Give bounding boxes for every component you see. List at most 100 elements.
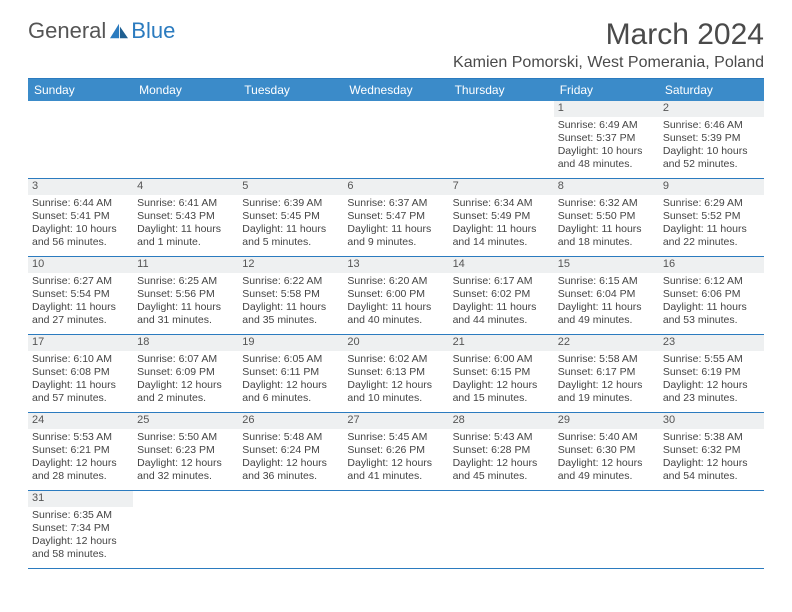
daylight-line-2: and 6 minutes. <box>242 392 339 405</box>
sunset-line: Sunset: 6:24 PM <box>242 444 339 457</box>
empty-cell <box>343 491 448 569</box>
day-cell: 1Sunrise: 6:49 AMSunset: 5:37 PMDaylight… <box>554 101 659 179</box>
day-cell: 10Sunrise: 6:27 AMSunset: 5:54 PMDayligh… <box>28 257 133 335</box>
page-title: March 2024 <box>453 18 764 52</box>
sunset-line: Sunset: 5:39 PM <box>663 132 760 145</box>
day-number: 21 <box>449 335 554 351</box>
brand-logo: General Blue <box>28 18 175 44</box>
day-cell: 2Sunrise: 6:46 AMSunset: 5:39 PMDaylight… <box>659 101 764 179</box>
sunrise-line: Sunrise: 5:45 AM <box>347 431 444 444</box>
sunrise-line: Sunrise: 6:25 AM <box>137 275 234 288</box>
sunrise-line: Sunrise: 6:07 AM <box>137 353 234 366</box>
daylight-line-2: and 58 minutes. <box>32 548 129 561</box>
sunset-line: Sunset: 6:30 PM <box>558 444 655 457</box>
sunrise-line: Sunrise: 5:58 AM <box>558 353 655 366</box>
day-cell: 22 Sunrise: 5:58 AMSunset: 6:17 PMDayligh… <box>554 335 659 413</box>
empty-cell <box>554 491 659 569</box>
sunset-line: Sunset: 5:50 PM <box>558 210 655 223</box>
daylight-line-1: Daylight: 12 hours <box>137 457 234 470</box>
sunrise-line: Sunrise: 5:48 AM <box>242 431 339 444</box>
day-header: Monday <box>133 79 238 101</box>
daylight-line-1: Daylight: 10 hours <box>32 223 129 236</box>
day-cell: 28Sunrise: 5:43 AMSunset: 6:28 PMDayligh… <box>449 413 554 491</box>
daylight-line-1: Daylight: 11 hours <box>137 223 234 236</box>
daylight-line-1: Daylight: 12 hours <box>558 457 655 470</box>
sunrise-line: Sunrise: 6:02 AM <box>347 353 444 366</box>
sunset-line: Sunset: 6:26 PM <box>347 444 444 457</box>
sunrise-line: Sunrise: 6:22 AM <box>242 275 339 288</box>
daylight-line-1: Daylight: 10 hours <box>558 145 655 158</box>
sunset-line: Sunset: 6:23 PM <box>137 444 234 457</box>
day-number: 23 <box>659 335 764 351</box>
daylight-line-1: Daylight: 11 hours <box>453 223 550 236</box>
empty-cell <box>238 101 343 179</box>
daylight-line-1: Daylight: 11 hours <box>558 223 655 236</box>
day-cell: 13Sunrise: 6:20 AMSunset: 6:00 PMDayligh… <box>343 257 448 335</box>
sunset-line: Sunset: 5:58 PM <box>242 288 339 301</box>
day-header: Wednesday <box>343 79 448 101</box>
day-number: 26 <box>238 413 343 429</box>
sunrise-line: Sunrise: 6:49 AM <box>558 119 655 132</box>
day-cell: 26Sunrise: 5:48 AMSunset: 6:24 PMDayligh… <box>238 413 343 491</box>
empty-cell <box>238 491 343 569</box>
day-number: 16 <box>659 257 764 273</box>
sunrise-line: Sunrise: 6:00 AM <box>453 353 550 366</box>
day-number: 29 <box>554 413 659 429</box>
day-number: 22 <box>554 335 659 351</box>
sunset-line: Sunset: 5:54 PM <box>32 288 129 301</box>
empty-cell <box>133 491 238 569</box>
daylight-line-2: and 54 minutes. <box>663 470 760 483</box>
day-number: 30 <box>659 413 764 429</box>
sunset-line: Sunset: 6:17 PM <box>558 366 655 379</box>
day-number: 1 <box>554 101 659 117</box>
empty-cell <box>343 101 448 179</box>
day-cell: 5Sunrise: 6:39 AMSunset: 5:45 PMDaylight… <box>238 179 343 257</box>
day-number: 17 <box>28 335 133 351</box>
daylight-line-2: and 35 minutes. <box>242 314 339 327</box>
day-cell: 20Sunrise: 6:02 AMSunset: 6:13 PMDayligh… <box>343 335 448 413</box>
sunset-line: Sunset: 5:41 PM <box>32 210 129 223</box>
day-cell: 8Sunrise: 6:32 AMSunset: 5:50 PMDaylight… <box>554 179 659 257</box>
sunrise-line: Sunrise: 6:27 AM <box>32 275 129 288</box>
sunset-line: Sunset: 5:45 PM <box>242 210 339 223</box>
daylight-line-1: Daylight: 12 hours <box>32 457 129 470</box>
day-number: 14 <box>449 257 554 273</box>
daylight-line-2: and 48 minutes. <box>558 158 655 171</box>
day-cell: 7Sunrise: 6:34 AMSunset: 5:49 PMDaylight… <box>449 179 554 257</box>
day-cell: 23Sunrise: 5:55 AMSunset: 6:19 PMDayligh… <box>659 335 764 413</box>
daylight-line-1: Daylight: 12 hours <box>663 457 760 470</box>
day-cell: 25Sunrise: 5:50 AMSunset: 6:23 PMDayligh… <box>133 413 238 491</box>
day-number: 2 <box>659 101 764 117</box>
empty-cell <box>449 101 554 179</box>
daylight-line-2: and 32 minutes. <box>137 470 234 483</box>
sunset-line: Sunset: 5:52 PM <box>663 210 760 223</box>
day-number: 24 <box>28 413 133 429</box>
daylight-line-2: and 19 minutes. <box>558 392 655 405</box>
sail-icon <box>108 22 130 40</box>
location-text: Kamien Pomorski, West Pomerania, Poland <box>453 54 764 72</box>
sunrise-line: Sunrise: 6:32 AM <box>558 197 655 210</box>
day-number: 12 <box>238 257 343 273</box>
sunrise-line: Sunrise: 5:53 AM <box>32 431 129 444</box>
sunset-line: Sunset: 6:21 PM <box>32 444 129 457</box>
empty-cell <box>133 101 238 179</box>
daylight-line-2: and 56 minutes. <box>32 236 129 249</box>
daylight-line-2: and 22 minutes. <box>663 236 760 249</box>
sunrise-line: Sunrise: 6:17 AM <box>453 275 550 288</box>
daylight-line-2: and 15 minutes. <box>453 392 550 405</box>
daylight-line-1: Daylight: 12 hours <box>663 379 760 392</box>
daylight-line-2: and 14 minutes. <box>453 236 550 249</box>
daylight-line-2: and 52 minutes. <box>663 158 760 171</box>
daylight-line-1: Daylight: 11 hours <box>137 301 234 314</box>
daylight-line-1: Daylight: 11 hours <box>242 223 339 236</box>
daylight-line-2: and 36 minutes. <box>242 470 339 483</box>
daylight-line-1: Daylight: 11 hours <box>663 301 760 314</box>
daylight-line-1: Daylight: 12 hours <box>347 379 444 392</box>
daylight-line-2: and 31 minutes. <box>137 314 234 327</box>
daylight-line-2: and 9 minutes. <box>347 236 444 249</box>
day-number: 11 <box>133 257 238 273</box>
daylight-line-1: Daylight: 12 hours <box>558 379 655 392</box>
day-cell: 11Sunrise: 6:25 AMSunset: 5:56 PMDayligh… <box>133 257 238 335</box>
daylight-line-1: Daylight: 11 hours <box>32 301 129 314</box>
daylight-line-2: and 40 minutes. <box>347 314 444 327</box>
